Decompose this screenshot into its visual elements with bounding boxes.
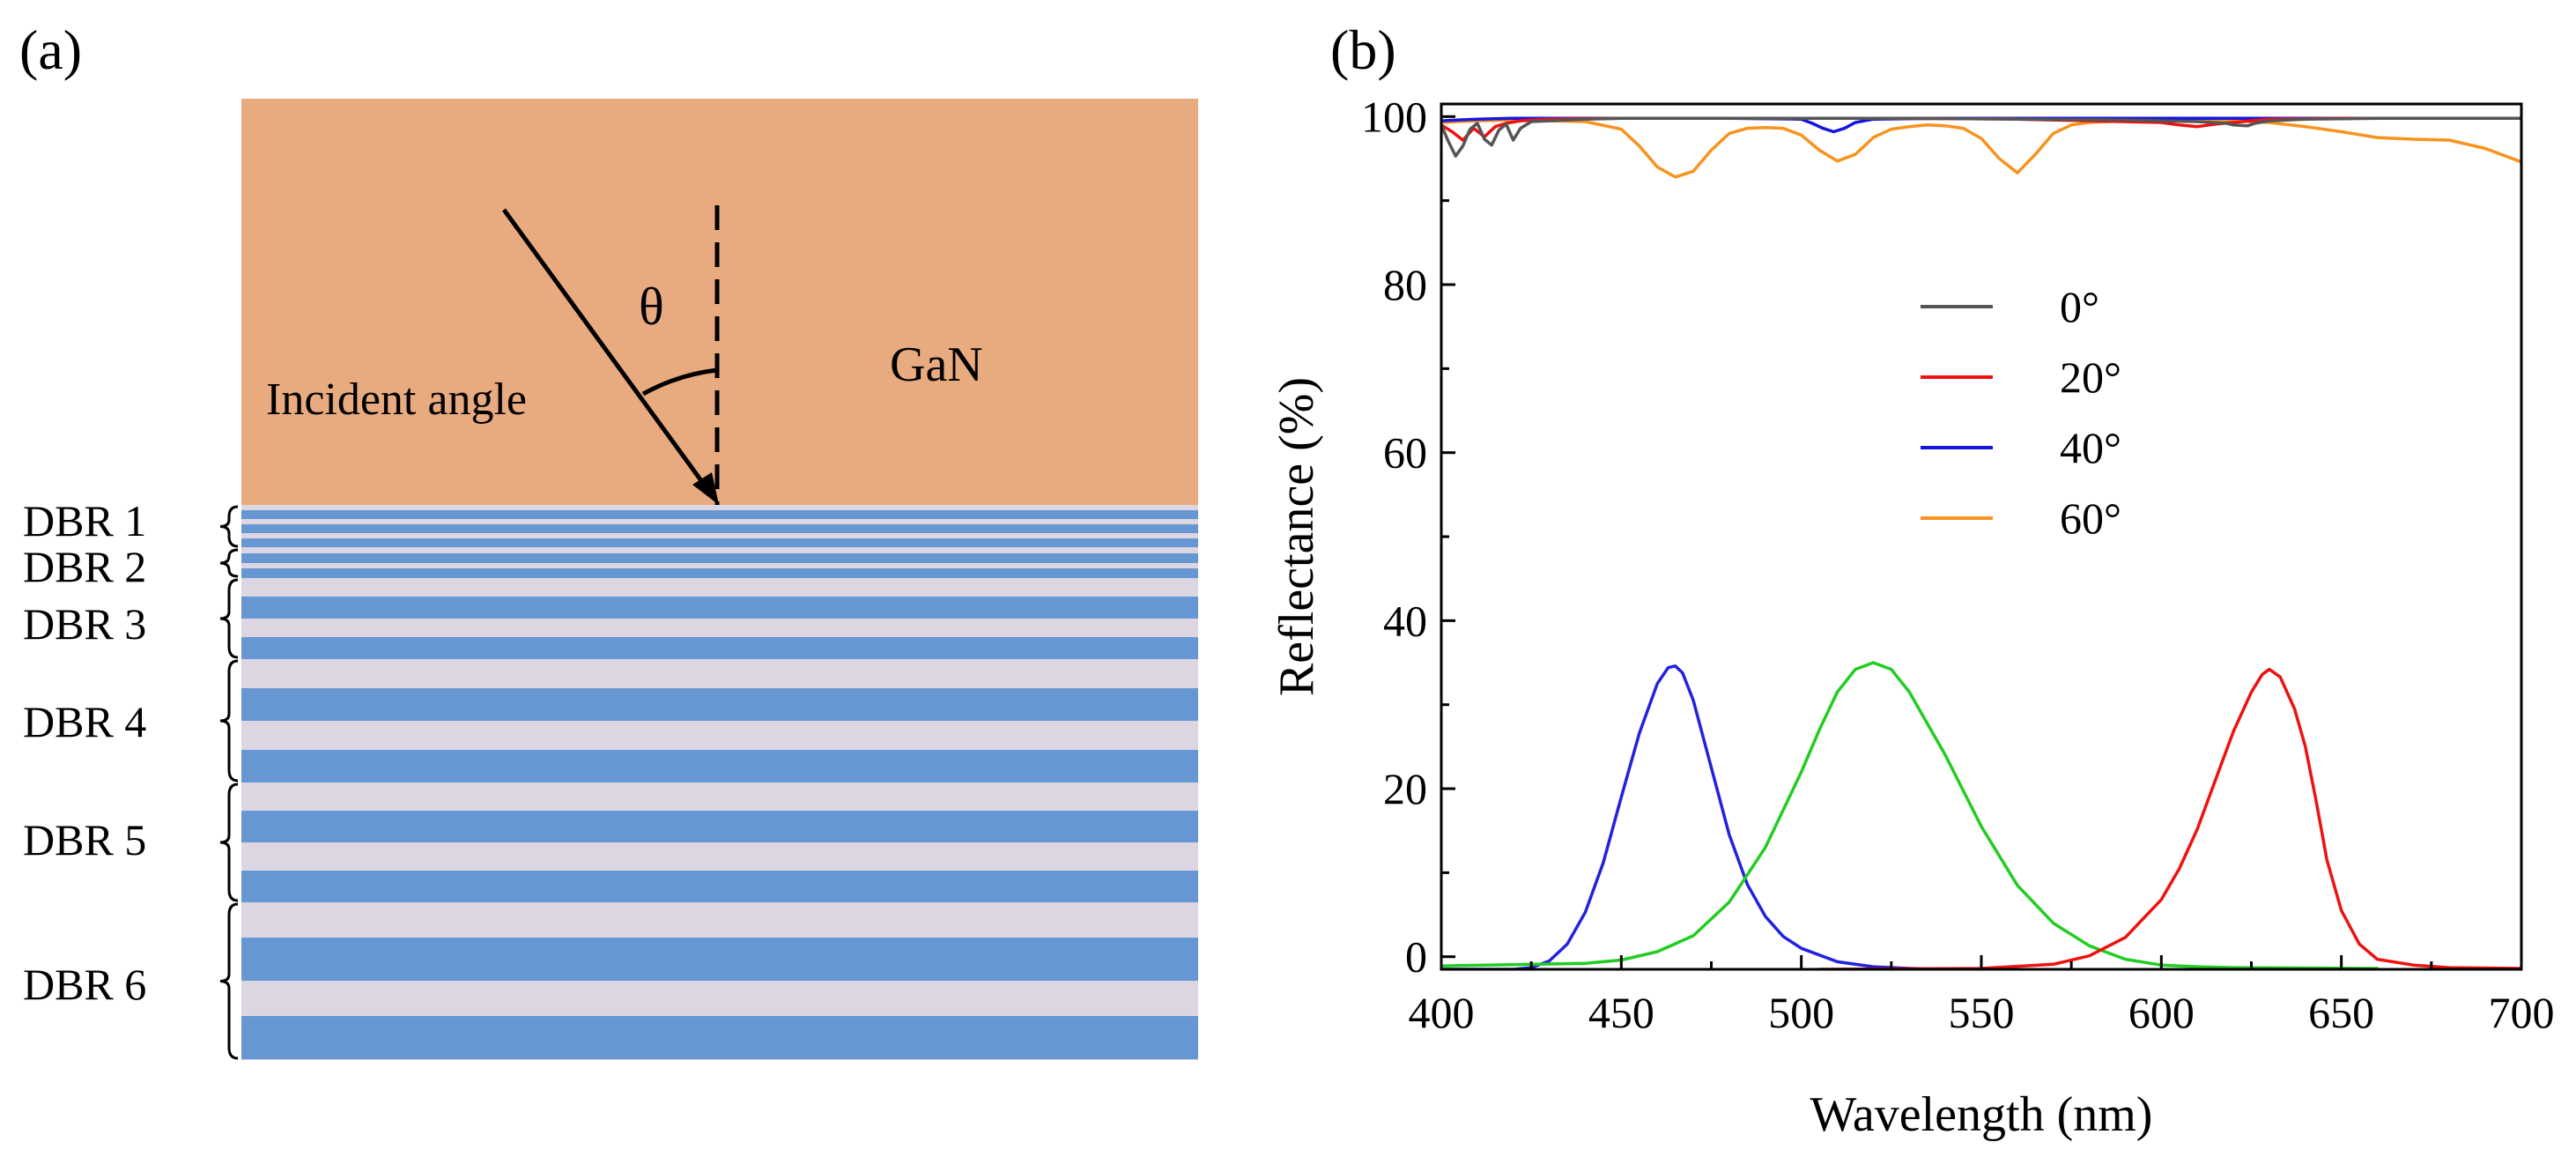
plot-frame bbox=[1440, 102, 2523, 971]
dbr-low-index-layer bbox=[241, 782, 1198, 811]
dbr-group-label: DBR 1 bbox=[23, 496, 146, 545]
y-tick-label: 100 bbox=[1361, 92, 1427, 141]
panel-a-label: (a) bbox=[19, 19, 82, 81]
dbr-low-index-layer bbox=[241, 902, 1198, 938]
dbr-brace bbox=[219, 902, 239, 1060]
x-axis: 400 450 500 550 600 650 700 bbox=[1409, 955, 2555, 1037]
dbr-high-index-layer bbox=[241, 553, 1198, 563]
gan-label: GaN bbox=[890, 337, 983, 392]
incident-angle-label: Incident angle bbox=[266, 375, 527, 425]
series-line-blue-emission bbox=[1441, 664, 1947, 969]
dbr-group-label: DBR 4 bbox=[23, 697, 146, 746]
theta-symbol: θ bbox=[639, 278, 664, 336]
y-axis: 0 20 40 60 80 100 bbox=[1361, 92, 1455, 982]
y-tick-label: 40 bbox=[1383, 596, 1427, 645]
dbr-low-index-layer bbox=[241, 578, 1198, 597]
x-tick-label: 600 bbox=[2128, 988, 2195, 1037]
dbr-low-index-layer bbox=[241, 659, 1198, 688]
panel-b-label: (b) bbox=[1330, 19, 1396, 81]
dbr-low-index-layer bbox=[241, 721, 1198, 750]
x-axis-label: Wavelength (nm) bbox=[1810, 1087, 2153, 1142]
dbr-group-label: DBR 2 bbox=[23, 542, 146, 591]
dbr-brace bbox=[219, 578, 239, 659]
dbr-brace bbox=[219, 782, 239, 902]
legend: 0° 20° 40° 60° bbox=[1921, 282, 2121, 543]
x-tick-label: 550 bbox=[1949, 988, 2015, 1037]
dbr-low-index-layer bbox=[241, 505, 1198, 510]
dbr-high-index-layer bbox=[241, 597, 1198, 619]
series-line-red-emission bbox=[1817, 667, 2521, 969]
dbr-high-index-layer bbox=[241, 688, 1198, 721]
gan-layer bbox=[241, 99, 1198, 505]
dbr-high-index-layer bbox=[241, 1016, 1198, 1059]
legend-entry: 40° bbox=[2060, 423, 2121, 472]
x-tick-label: 450 bbox=[1588, 988, 1654, 1037]
dbr-brace bbox=[219, 548, 239, 578]
panel-b-reflectance-chart: (b) 400 450 500 550 600 650 700 0 20 40 60 80 100 W… bbox=[1269, 19, 2555, 1142]
dbr-group-label: DBR 5 bbox=[23, 815, 146, 864]
dbr-high-index-layer bbox=[241, 637, 1198, 659]
x-tick-label: 400 bbox=[1409, 988, 1475, 1037]
series-line-green-emission bbox=[1441, 661, 2380, 969]
dbr-high-index-layer bbox=[241, 510, 1198, 519]
dbr-group-label: DBR 6 bbox=[23, 960, 146, 1009]
y-tick-label: 80 bbox=[1383, 260, 1427, 309]
dbr-low-index-layer bbox=[241, 619, 1198, 637]
dbr-low-index-layer bbox=[241, 981, 1198, 1016]
dbr-high-index-layer bbox=[241, 811, 1198, 842]
dbr-high-index-layer bbox=[241, 750, 1198, 782]
dbr-high-index-layer bbox=[241, 524, 1198, 533]
legend-entry: 20° bbox=[2060, 352, 2121, 402]
angle-arc bbox=[641, 367, 718, 397]
dbr-high-index-layer bbox=[241, 568, 1198, 578]
dbr-stack bbox=[241, 505, 1198, 1060]
incident-ray-arrowhead bbox=[692, 472, 719, 505]
incident-ray bbox=[501, 208, 714, 497]
y-axis-label: Reflectance (%) bbox=[1269, 377, 1324, 696]
series-layer bbox=[1441, 116, 2521, 969]
dbr-high-index-layer bbox=[241, 938, 1198, 981]
series-line-60deg bbox=[1441, 118, 2521, 179]
dbr-low-index-layer bbox=[241, 563, 1198, 568]
x-tick-label: 650 bbox=[2308, 988, 2374, 1037]
y-tick-label: 0 bbox=[1405, 932, 1427, 982]
dbr-low-index-layer bbox=[241, 842, 1198, 871]
dbr-low-index-layer bbox=[241, 547, 1198, 548]
series-line-0deg bbox=[1441, 116, 2521, 158]
dbr-high-index-layer bbox=[241, 538, 1198, 547]
dbr-low-index-layer bbox=[241, 1059, 1198, 1060]
dbr-high-index-layer bbox=[241, 871, 1198, 902]
dbr-group-label: DBR 3 bbox=[23, 599, 146, 649]
dbr-brace bbox=[219, 659, 239, 782]
dbr-low-index-layer bbox=[241, 548, 1198, 553]
x-tick-label: 700 bbox=[2489, 988, 2555, 1037]
dbr-low-index-layer bbox=[241, 519, 1198, 524]
dbr-brace bbox=[219, 505, 239, 548]
legend-entry: 60° bbox=[2060, 493, 2121, 543]
y-tick-label: 60 bbox=[1383, 428, 1427, 478]
x-tick-label: 500 bbox=[1768, 988, 1834, 1037]
legend-entry: 0° bbox=[2060, 282, 2099, 331]
dbr-low-index-layer bbox=[241, 533, 1198, 538]
y-tick-label: 20 bbox=[1383, 764, 1427, 813]
